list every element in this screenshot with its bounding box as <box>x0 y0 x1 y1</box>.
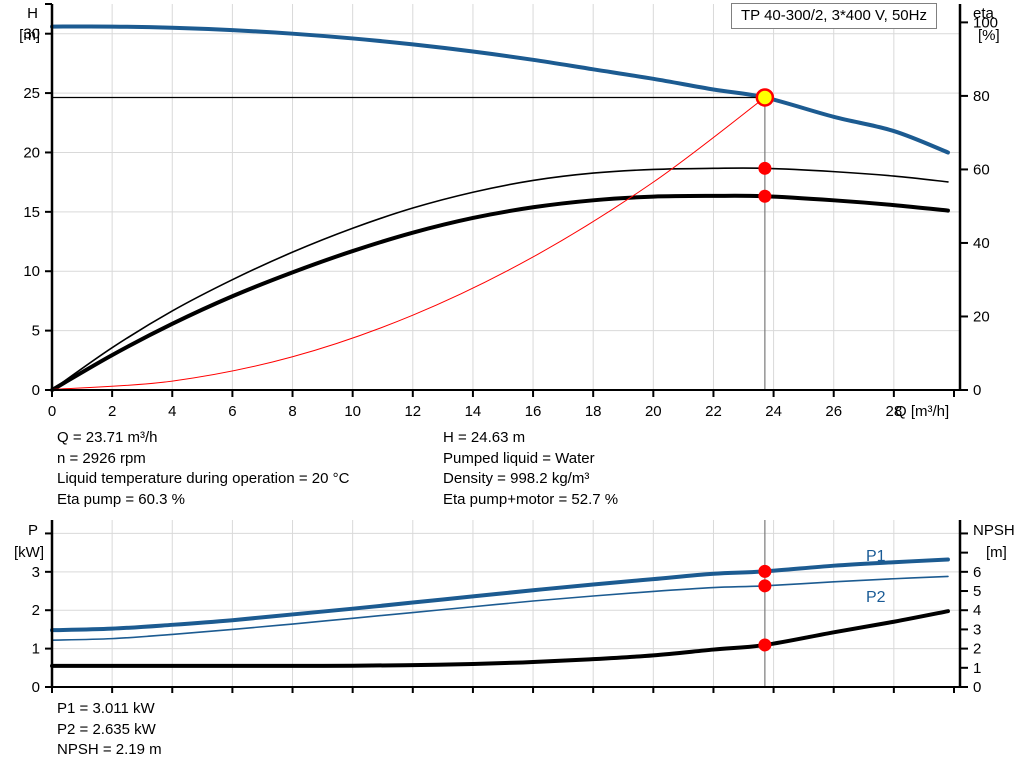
curve-duty-system-curve <box>51 96 766 390</box>
y-tick-label-left: 10 <box>23 263 40 280</box>
curve-head-h <box>50 24 950 155</box>
x-tick-label: 22 <box>705 403 722 420</box>
duty-marker-p2 <box>758 579 772 593</box>
duty-density: Density = 998.2 kg/m³ <box>443 470 590 487</box>
eta-marker <box>758 161 772 175</box>
pump-title-text: TP 40-300/2, 3*400 V, 50Hz <box>741 7 927 24</box>
curve-eta-pump <box>51 167 949 391</box>
eta-marker <box>758 189 772 203</box>
y-tick-label-left: 20 <box>23 144 40 161</box>
x-tick-label: 0 <box>48 403 56 420</box>
y-axis-right-unit: [m] <box>986 544 1007 561</box>
x-tick-label: 28 <box>886 403 903 420</box>
x-tick-label: 12 <box>404 403 421 420</box>
duty-text-left: Q = 23.71 m³/h n = 2926 rpm Liquid tempe… <box>57 428 349 510</box>
duty-pumped-liquid: Pumped liquid = Water <box>443 449 595 467</box>
y-axis-left-unit: [m] <box>19 27 40 44</box>
result-p1: P1 = 3.011 kW <box>57 700 155 717</box>
duty-text-right: H = 24.63 m Pumped liquid = Water Densit… <box>443 428 618 510</box>
duty-n: n = 2926 rpm <box>57 449 146 467</box>
duty-q: Q = 23.71 m³/h <box>57 429 158 446</box>
curve-p1 <box>50 557 950 633</box>
y-axis-left-unit: [kW] <box>14 544 44 561</box>
y-tick-label-right: 3 <box>973 621 981 638</box>
y-tick-label-left: 2 <box>32 602 40 619</box>
y-axis-left-title: P <box>28 522 38 539</box>
x-tick-label: 4 <box>168 403 176 420</box>
y-tick-label-right: 20 <box>973 308 990 325</box>
y-tick-label-left: 0 <box>32 679 40 696</box>
y-axis-left-title: H <box>27 5 38 22</box>
curve-p2 <box>51 575 949 641</box>
p1-series-label: P1 <box>866 548 886 565</box>
x-axis-title: Q [m³/h] <box>895 403 949 420</box>
y-tick-label-right: 6 <box>973 564 981 581</box>
y-tick-label-left: 3 <box>32 564 40 581</box>
x-tick-label: 20 <box>645 403 662 420</box>
y-tick-label-right: 0 <box>973 382 981 399</box>
x-tick-label: 18 <box>585 403 602 420</box>
x-tick-label: 2 <box>108 403 116 420</box>
x-tick-label: 26 <box>825 403 842 420</box>
x-tick-label: 14 <box>465 403 482 420</box>
p2-series-label: P2 <box>866 589 886 606</box>
y-tick-label-left: 15 <box>23 204 40 221</box>
y-tick-label-right: 80 <box>973 88 990 105</box>
pump-title-box: TP 40-300/2, 3*400 V, 50Hz <box>731 3 937 29</box>
result-p2: P2 = 2.635 kW <box>57 720 156 738</box>
y-tick-label-right: 1 <box>973 660 981 677</box>
y-tick-label-left: 25 <box>23 85 40 102</box>
y-tick-label-left: 5 <box>32 323 40 340</box>
duty-eta-pump-motor: Eta pump+motor = 52.7 % <box>443 490 619 508</box>
duty-eta-pump: Eta pump = 60.3 % <box>57 490 185 508</box>
duty-h: H = 24.63 m <box>443 429 526 446</box>
duty-marker-npsh <box>758 638 772 652</box>
x-tick-label: 24 <box>765 403 782 420</box>
y-axis-right-title: eta <box>973 5 995 22</box>
curve-eta-pump-motor <box>50 193 950 392</box>
y-tick-label-left: 30 <box>23 26 40 43</box>
power-text-block: P1 = 3.011 kW P2 = 2.635 kW NPSH = 2.19 … <box>57 699 162 761</box>
y-tick-label-right: 0 <box>973 679 981 696</box>
y-axis-right-title: NPSH <box>973 522 1015 539</box>
duty-liquid-temp: Liquid temperature during operation = 20… <box>57 470 350 487</box>
y-tick-label-right: 60 <box>973 161 990 178</box>
y-tick-label-right: 5 <box>973 583 981 600</box>
power-npsh-chart: 0 1 2 3 0 1 2 3 4 5 6 P [kW] NPSH [m] <box>14 520 1015 696</box>
result-npsh: NPSH = 2.19 m <box>57 741 162 758</box>
x-tick-label: 16 <box>525 403 542 420</box>
curve-npsh <box>50 609 950 668</box>
y-tick-label-right: 4 <box>973 602 981 619</box>
duty-point-marker <box>755 88 775 107</box>
x-tick-label: 8 <box>288 403 296 420</box>
x-tick-label: 10 <box>344 403 361 420</box>
x-tick-label: 6 <box>228 403 236 420</box>
y-tick-label-right: 40 <box>973 235 990 252</box>
y-tick-label-left: 0 <box>32 382 40 399</box>
y-tick-label-left: 1 <box>32 641 40 658</box>
bottom-chart-group: 0 1 2 3 0 1 2 3 4 5 6 P [kW] NPSH [m] <box>14 520 1015 696</box>
duty-marker-p1 <box>758 564 772 578</box>
y-tick-label-right: 2 <box>973 641 981 658</box>
y-tick-label-right: 100 <box>973 14 998 31</box>
y-axis-right-unit: [%] <box>978 27 1000 44</box>
